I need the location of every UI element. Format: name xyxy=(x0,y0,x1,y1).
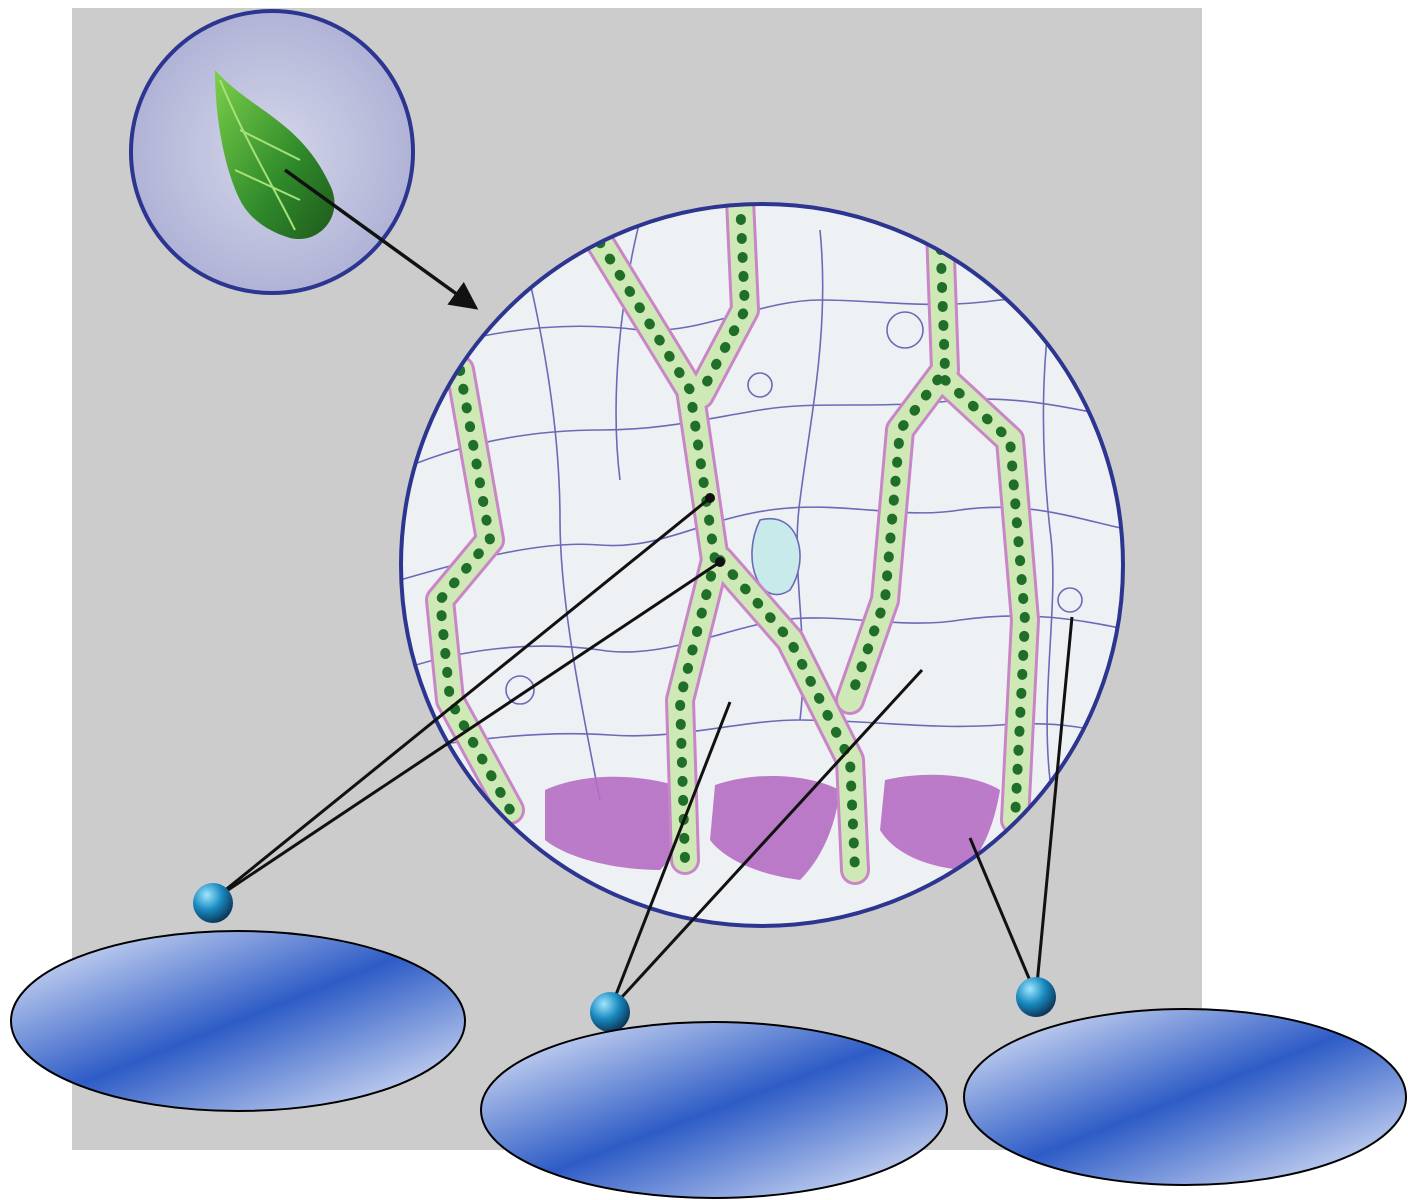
leaf-veins xyxy=(219,79,301,231)
chloroplast-strands xyxy=(425,205,1040,885)
label-ellipse xyxy=(10,930,466,1112)
pin-ball xyxy=(590,992,630,1032)
pointer-lines xyxy=(212,496,1074,1012)
label-ellipse xyxy=(480,1021,948,1199)
pin-ball xyxy=(1016,977,1056,1017)
cell-tissue xyxy=(402,205,1122,885)
cell-circle-border xyxy=(399,202,1125,928)
arrow xyxy=(283,168,479,310)
label-ellipse xyxy=(963,1008,1407,1186)
pin-ball xyxy=(193,883,233,923)
pointer-dot xyxy=(705,493,715,503)
pointer-dot xyxy=(715,557,725,567)
purple-cells xyxy=(545,774,1000,880)
leaf xyxy=(215,70,335,240)
